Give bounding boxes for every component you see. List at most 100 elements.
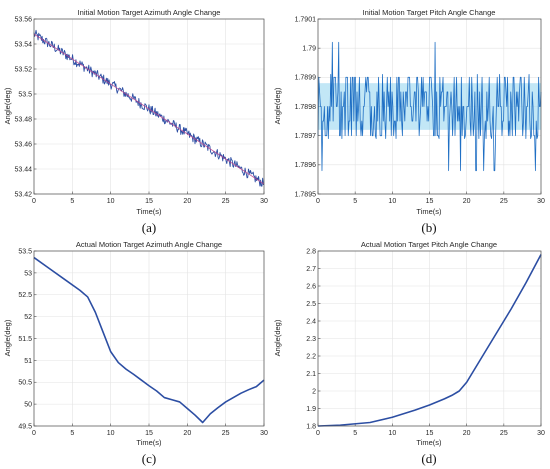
y-tick-label: 2.8: [306, 248, 316, 255]
y-tick-label: 1.7901: [295, 16, 317, 23]
x-tick-label: 15: [426, 430, 434, 437]
panel-a-frame: [33, 18, 265, 195]
x-tick-label: 25: [222, 430, 230, 437]
panel-c-x-ticks: 0 5 10 15 20 25 30: [32, 423, 268, 437]
panel-c: Actual Motion Target Azimuth Angle Chang…: [3, 240, 268, 466]
x-tick-label: 30: [537, 198, 545, 205]
panel-b-x-ticks: 0 5 10 15 20 25 30: [316, 191, 545, 205]
y-tick-label: 53.48: [14, 116, 32, 123]
panel-b-y-ticks: 1.7895 1.7896 1.7897 1.7898 1.7899 1.79 1.7901: [295, 16, 321, 198]
x-tick-label: 30: [537, 430, 545, 437]
y-tick-label: 53.44: [14, 166, 32, 173]
panel-d-y-label: Angle(deg): [273, 319, 282, 356]
x-tick-label: 25: [500, 430, 508, 437]
panel-c-y-label: Angle(deg): [3, 319, 12, 356]
x-tick-label: 5: [353, 430, 357, 437]
y-tick-label: 2.3: [306, 336, 316, 343]
panel-a-x-ticks: 0 5 10 15 20 25 30: [32, 191, 268, 205]
y-tick-label: 1.9: [306, 406, 316, 413]
y-tick-label: 1.79: [302, 46, 316, 53]
panel-d-x-label: Time(s): [416, 438, 442, 447]
panel-d-title: Actual Motion Target Pitch Angle Change: [361, 240, 497, 249]
panel-c-x-label: Time(s): [136, 438, 162, 447]
y-tick-label: 2.2: [306, 353, 316, 360]
x-tick-label: 20: [183, 198, 191, 205]
panel-d-caption: (d): [421, 451, 436, 466]
y-tick-label: 53: [24, 270, 32, 277]
panel-a-x-label: Time(s): [136, 207, 162, 216]
x-tick-label: 20: [463, 430, 471, 437]
x-tick-label: 0: [316, 430, 320, 437]
y-tick-label: 53.54: [14, 41, 32, 48]
y-tick-label: 2.6: [306, 283, 316, 290]
panel-d-y-ticks: 1.8 1.9 2 2.1 2.2 2.3 2.4 2.5 2.6 2.7 2.8: [306, 248, 321, 430]
x-tick-label: 10: [388, 198, 396, 205]
y-tick-label: 50.5: [18, 380, 32, 387]
y-tick-label: 52: [24, 314, 32, 321]
x-tick-label: 25: [500, 198, 508, 205]
x-tick-label: 10: [107, 430, 115, 437]
x-tick-label: 5: [70, 198, 74, 205]
x-tick-label: 15: [426, 198, 434, 205]
panel-d-x-ticks: 0 5 10 15 20 25 30: [316, 423, 545, 437]
panel-b: Initial Motion Target Pitch Angle Change…: [273, 8, 545, 235]
panel-a-series: [33, 29, 265, 187]
y-tick-label: 1.7899: [295, 75, 317, 82]
panel-b-series: [317, 41, 542, 172]
panel-c-series: [33, 256, 265, 424]
series-line: [33, 256, 265, 424]
y-tick-label: 1.8: [306, 423, 316, 430]
x-tick-label: 5: [70, 430, 74, 437]
panel-b-y-label: Angle(deg): [273, 87, 282, 124]
x-tick-label: 30: [260, 430, 268, 437]
panel-a-caption: (a): [142, 220, 156, 235]
panel-c-caption: (c): [142, 451, 156, 466]
x-tick-label: 10: [107, 198, 115, 205]
panel-a-title: Initial Motion Target Azimuth Angle Chan…: [78, 8, 221, 17]
y-tick-label: 53.42: [14, 191, 32, 198]
y-tick-label: 51.5: [18, 336, 32, 343]
panel-c-title: Actual Motion Target Azimuth Angle Chang…: [76, 240, 222, 249]
y-tick-label: 2.4: [306, 318, 316, 325]
panel-a: Initial Motion Target Azimuth Angle Chan…: [3, 8, 268, 235]
panel-a-y-label: Angle(deg): [3, 87, 12, 124]
y-tick-label: 1.7897: [295, 133, 317, 140]
panel-b-title: Initial Motion Target Pitch Angle Change: [363, 8, 496, 17]
x-tick-label: 20: [463, 198, 471, 205]
y-tick-label: 53.52: [14, 66, 32, 73]
series-line: [317, 254, 542, 427]
panel-d-series: [317, 254, 542, 427]
x-tick-label: 30: [260, 198, 268, 205]
trend-line: [33, 33, 265, 185]
y-tick-label: 1.7898: [295, 104, 317, 111]
y-tick-label: 2.7: [306, 266, 316, 273]
y-tick-label: 53.56: [14, 16, 32, 23]
x-tick-label: 0: [32, 198, 36, 205]
y-tick-label: 2.5: [306, 301, 316, 308]
panel-c-frame: [33, 250, 265, 427]
panel-a-y-ticks: 53.42 53.44 53.46 53.48 53.5 53.52 53.54 53.56: [14, 16, 37, 198]
x-tick-label: 0: [32, 430, 36, 437]
y-tick-label: 49.5: [18, 423, 32, 430]
y-tick-label: 52.5: [18, 292, 32, 299]
panel-d-grid: [317, 250, 542, 427]
y-tick-label: 53.46: [14, 141, 32, 148]
y-tick-label: 50: [24, 402, 32, 409]
panel-b-caption: (b): [421, 220, 436, 235]
y-tick-label: 1.7896: [295, 162, 317, 169]
panel-b-frame: [317, 18, 542, 195]
y-tick-label: 1.7895: [295, 191, 317, 198]
x-tick-label: 25: [222, 198, 230, 205]
x-tick-label: 0: [316, 198, 320, 205]
x-tick-label: 10: [388, 430, 396, 437]
y-tick-label: 53.5: [18, 248, 32, 255]
y-tick-label: 53.5: [18, 91, 32, 98]
y-tick-label: 2: [312, 388, 316, 395]
series-line: [317, 41, 542, 172]
x-tick-label: 15: [145, 198, 153, 205]
panel-b-x-label: Time(s): [416, 207, 442, 216]
panel-d: Actual Motion Target Pitch Angle Change …: [273, 240, 545, 466]
panel-d-frame: [317, 250, 542, 427]
panel-a-grid: [33, 18, 265, 195]
